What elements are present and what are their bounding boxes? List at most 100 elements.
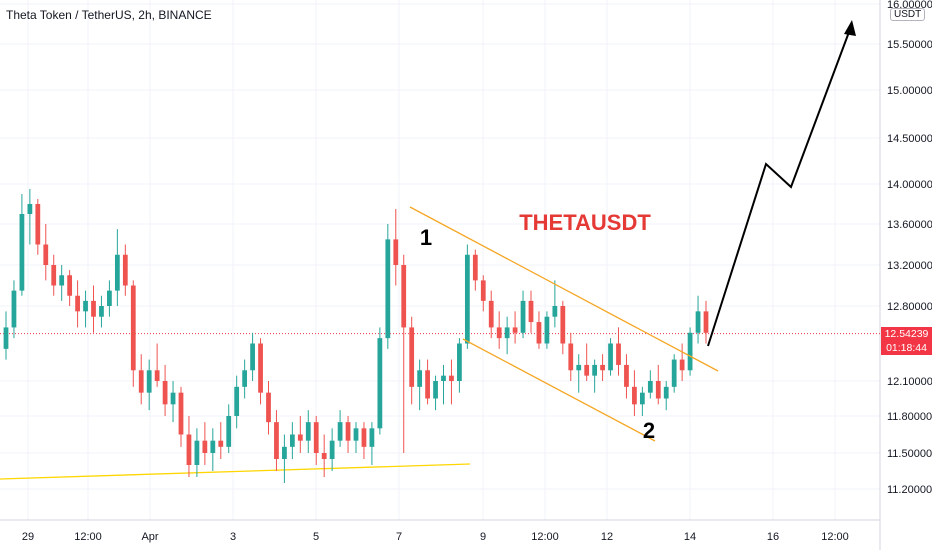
candle-body <box>146 370 152 393</box>
candle-body <box>59 275 65 286</box>
candle-body <box>83 300 88 312</box>
candle-body <box>194 440 200 465</box>
candle-body <box>313 422 319 453</box>
price-tick-label: 16.00000 <box>887 0 932 11</box>
candle-body <box>449 375 454 381</box>
candle-body <box>512 327 518 333</box>
candle-body <box>584 364 590 376</box>
candle-body <box>226 416 232 447</box>
candle-body <box>655 381 661 399</box>
price-tick-label: 13.60000 <box>887 219 932 231</box>
price-tick-label: 11.50000 <box>887 448 932 460</box>
price-tick-label: 15.50000 <box>887 39 932 51</box>
candle-body <box>616 343 621 365</box>
candle-body <box>425 370 430 399</box>
projection-path[interactable] <box>707 23 853 347</box>
candle-body <box>162 381 168 405</box>
candle-body <box>258 343 263 393</box>
time-tick-label: 5 <box>313 531 319 543</box>
candle-body <box>138 370 144 393</box>
candle-body <box>210 440 216 453</box>
time-tick-label: 14 <box>684 531 696 543</box>
candle-body <box>11 290 17 328</box>
time-tick-label: 7 <box>396 531 402 543</box>
time-tick-label: 12:00 <box>74 531 102 543</box>
candle-body <box>663 386 669 399</box>
candle-body <box>178 392 184 435</box>
candle-body <box>703 311 709 333</box>
candle-body <box>496 327 502 339</box>
time-tick-label: 3 <box>230 531 236 543</box>
candle-body <box>472 254 478 281</box>
candle-body <box>592 364 598 376</box>
candle-body <box>457 343 462 381</box>
candle-body <box>154 370 160 381</box>
candle-body <box>345 422 351 441</box>
price-tick-label: 15.00000 <box>887 85 932 97</box>
time-tick-label: 12 <box>601 531 613 543</box>
candle-body <box>393 239 399 265</box>
price-tick-label: 11.80000 <box>887 411 932 423</box>
candle-body <box>122 254 128 286</box>
candle-body <box>289 434 295 447</box>
chart-title: Theta Token / TetherUS, 2h, BINANCE <box>6 8 212 22</box>
candle-body <box>464 254 470 344</box>
candle-body <box>504 327 510 339</box>
symbol-label: THETAUSDT <box>519 210 651 235</box>
candle-body <box>353 428 359 441</box>
candle-body <box>242 370 248 387</box>
candle-body <box>234 386 240 416</box>
candle-body <box>282 446 287 459</box>
candle-body <box>409 327 415 387</box>
candle-body <box>385 239 391 339</box>
channel-lower-line[interactable] <box>462 338 656 442</box>
candle-body <box>600 364 605 371</box>
candle-body <box>361 428 367 447</box>
price-tick-label: 14.00000 <box>887 179 932 191</box>
price-tick-label: 11.20000 <box>887 484 932 496</box>
projection-arrowhead <box>844 20 856 36</box>
candle-body <box>75 295 80 312</box>
candle-body <box>632 386 637 405</box>
candle-body <box>639 392 645 405</box>
candle-body <box>433 381 438 399</box>
candle-body <box>369 428 375 447</box>
candle-body <box>91 300 96 317</box>
candle-body <box>218 440 224 447</box>
candle-body <box>43 244 49 265</box>
candle-body <box>329 440 335 459</box>
candle-body <box>480 280 486 301</box>
candle-body <box>130 285 136 371</box>
time-tick-label: 12:00 <box>821 531 849 543</box>
candle-body <box>27 204 33 214</box>
candle-body <box>35 204 41 245</box>
candle-body <box>114 254 120 291</box>
candle-body <box>624 364 629 387</box>
candle-body <box>202 440 208 453</box>
candle-body <box>401 265 407 328</box>
wave-2-label: 2 <box>643 418 655 443</box>
time-tick-label: 16 <box>767 531 779 543</box>
candle-body <box>170 392 176 405</box>
unit-badge[interactable]: USDT <box>890 8 926 21</box>
candle-body <box>671 359 677 387</box>
wave-1-label: 1 <box>420 225 432 250</box>
candle-body <box>250 343 255 371</box>
time-tick-label: 9 <box>480 531 486 543</box>
channel-upper-line[interactable] <box>409 206 719 372</box>
time-tick-label: 12:00 <box>531 531 559 543</box>
candle-body <box>687 332 693 371</box>
candle-body <box>695 311 701 333</box>
price-tick-label: 12.80000 <box>887 301 932 313</box>
candle-body <box>560 306 566 344</box>
current-price-tag: 12.54239 <box>881 327 932 341</box>
candle-body <box>552 306 558 317</box>
candle-body <box>99 306 104 317</box>
time-tick-label: 29 <box>22 531 34 543</box>
candle-body <box>337 422 343 441</box>
candle-body <box>441 375 446 381</box>
support-line[interactable] <box>0 463 471 480</box>
candle-body <box>520 300 526 333</box>
